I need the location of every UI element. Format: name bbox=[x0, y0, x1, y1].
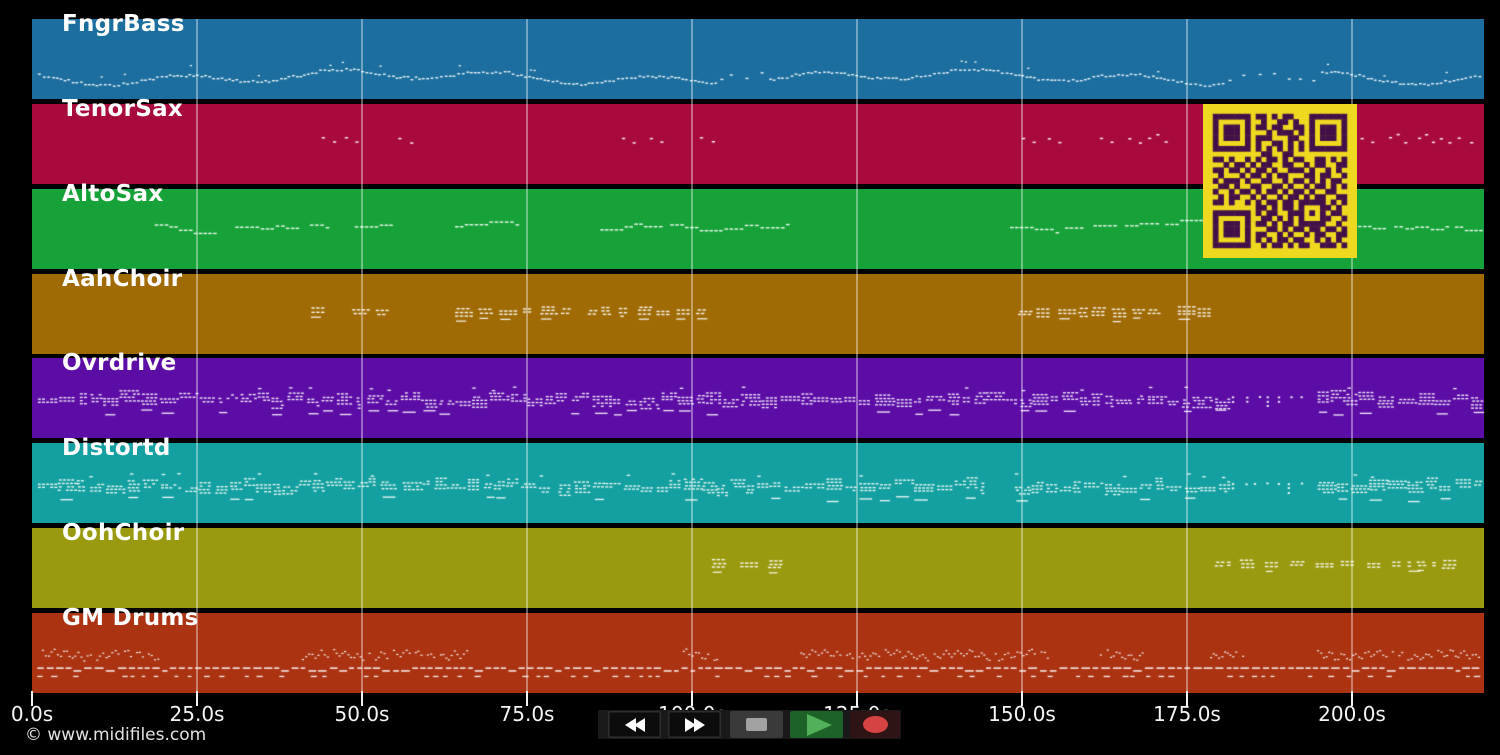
qr-code bbox=[1203, 104, 1357, 258]
stop-button[interactable] bbox=[730, 711, 783, 738]
fast-forward-icon bbox=[684, 717, 696, 732]
rewind-icon bbox=[624, 717, 636, 732]
qr-code-canvas bbox=[1203, 104, 1357, 258]
record-button[interactable] bbox=[850, 711, 900, 738]
play-button[interactable] bbox=[790, 711, 843, 738]
fast-forward-button[interactable] bbox=[668, 711, 721, 738]
record-icon bbox=[862, 716, 888, 733]
stop-icon bbox=[746, 718, 767, 731]
transport-bar bbox=[598, 710, 901, 739]
play-icon bbox=[807, 713, 832, 736]
rewind-button[interactable] bbox=[608, 711, 661, 738]
